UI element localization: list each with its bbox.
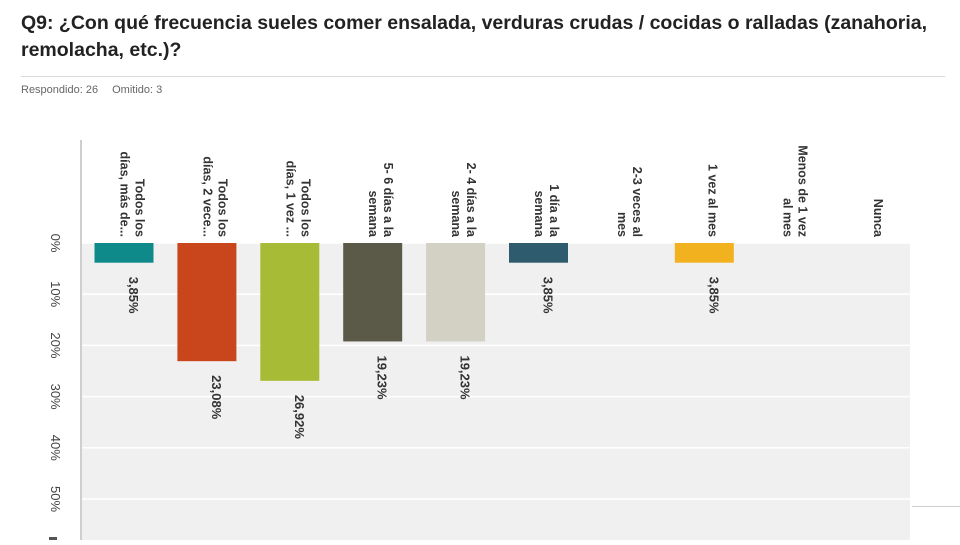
category-label: Todos los <box>298 179 312 237</box>
category-label: mes <box>615 212 629 237</box>
bar-value-label: 19,23% <box>458 355 473 400</box>
bar <box>343 243 403 342</box>
category-label: semana <box>449 190 463 238</box>
bar <box>426 243 486 342</box>
category-label: días, más de... <box>118 152 132 237</box>
title-divider <box>21 76 945 77</box>
bar-value-label: 3,85% <box>126 277 141 314</box>
page-title: Q9: ¿Con qué frecuencia sueles comer ens… <box>21 12 928 61</box>
bar <box>509 243 568 263</box>
category-label: Menos de 1 vez <box>796 145 810 237</box>
y-tick-label: 30% <box>48 384 63 410</box>
category-label: semana <box>366 190 380 238</box>
y-tick-label: 0% <box>48 234 63 253</box>
category-label: 2- 4 días a la <box>464 163 478 238</box>
category-label: 1 vez al mes <box>705 164 719 237</box>
bar <box>260 243 320 381</box>
bar-value-label: 23,08% <box>209 375 224 420</box>
bar <box>94 243 154 263</box>
bar-value-label: 26,92% <box>292 395 307 440</box>
category-label: 2-3 veces al <box>630 167 644 237</box>
category-label: Todos los <box>133 179 147 237</box>
skipped-count: Omitido: 3 <box>112 84 163 96</box>
bar-chart: 0% 10% 20% 30% 40% 50% 3,85% Todos los días, más… <box>0 100 960 540</box>
category-label: semana <box>532 190 546 238</box>
category-label: 5- 6 días a la <box>381 163 395 238</box>
y-tick-label: 40% <box>48 435 63 461</box>
category-label: días, 2 vece... <box>200 156 214 237</box>
bar <box>674 243 734 263</box>
y-tick-label: 20% <box>48 332 63 358</box>
category-label: días, 1 vez ... <box>283 161 297 237</box>
category-label: al mes <box>781 198 795 237</box>
category-label: Nunca <box>871 199 885 238</box>
bar-value-label: 3,85% <box>706 277 721 314</box>
y-tick-partial <box>49 537 57 540</box>
axis-line <box>80 140 82 540</box>
bar-value-label: 3,85% <box>541 277 556 314</box>
bar <box>177 243 237 362</box>
response-stats: Respondido: 26 Omitido: 3 <box>21 84 173 96</box>
answered-count: Respondido: 26 <box>21 84 99 96</box>
y-tick-label: 10% <box>48 281 63 307</box>
bar-value-label: 19,23% <box>375 355 390 400</box>
category-label: 1 día a la <box>547 184 561 238</box>
category-label: Todos los <box>215 179 229 237</box>
y-tick-label: 50% <box>48 486 63 512</box>
footer-divider <box>912 506 960 507</box>
